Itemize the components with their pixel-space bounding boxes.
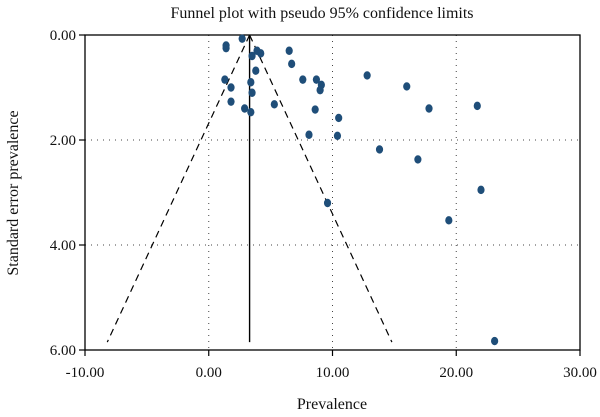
plot-frame — [84, 34, 581, 351]
x-tick-label: 20.00 — [439, 365, 473, 381]
data-point — [323, 198, 332, 208]
data-point — [248, 51, 256, 61]
data-point — [227, 83, 235, 92]
x-axis-ticks: -10.00 0.00 10.00 20.00 30.00 — [66, 350, 597, 381]
data-point — [414, 155, 422, 164]
upper-confidence-limit-line — [249, 34, 393, 343]
data-point — [425, 104, 433, 113]
data-point — [316, 85, 324, 95]
y-tick-label: 4.00 — [50, 238, 76, 254]
data-point — [335, 113, 343, 123]
x-tick-label: 0.00 — [196, 365, 222, 381]
data-point — [247, 78, 255, 87]
data-point — [241, 104, 249, 113]
data-point — [375, 145, 384, 154]
data-point — [221, 75, 229, 84]
data-point — [285, 46, 293, 55]
x-tick-label: 30.00 — [563, 365, 597, 381]
data-point — [305, 130, 313, 139]
y-tick-label: 0.00 — [50, 28, 76, 44]
data-point — [222, 43, 230, 53]
data-point — [477, 185, 485, 195]
x-tick-label: 10.00 — [316, 365, 350, 381]
data-point — [247, 107, 255, 117]
data-point — [363, 71, 371, 80]
data-point — [238, 34, 246, 43]
y-axis-ticks: 0.00 2.00 4.00 6.00 — [50, 28, 85, 359]
data-point — [257, 49, 265, 58]
chart-title: Funnel plot with pseudo 95% confidence l… — [170, 5, 473, 22]
data-point — [248, 88, 256, 97]
data-point — [403, 82, 411, 91]
x-tick-label: -10.00 — [66, 365, 105, 381]
x-axis-label: Prevalence — [297, 396, 367, 413]
data-point — [312, 75, 321, 84]
y-axis-label: Standard error prevalence — [5, 110, 22, 275]
data-points — [221, 34, 499, 346]
data-point — [227, 97, 235, 106]
grid-lines — [84, 34, 581, 351]
data-point — [333, 131, 342, 140]
data-point — [288, 59, 296, 69]
data-point — [445, 216, 453, 225]
y-tick-label: 6.00 — [50, 343, 76, 359]
data-point — [270, 100, 278, 109]
data-point — [311, 105, 319, 114]
lower-confidence-limit-line — [106, 34, 251, 343]
data-point — [252, 66, 260, 75]
data-point — [473, 101, 481, 111]
y-tick-label: 2.00 — [50, 133, 76, 149]
data-point — [299, 75, 307, 84]
data-point — [491, 336, 499, 346]
